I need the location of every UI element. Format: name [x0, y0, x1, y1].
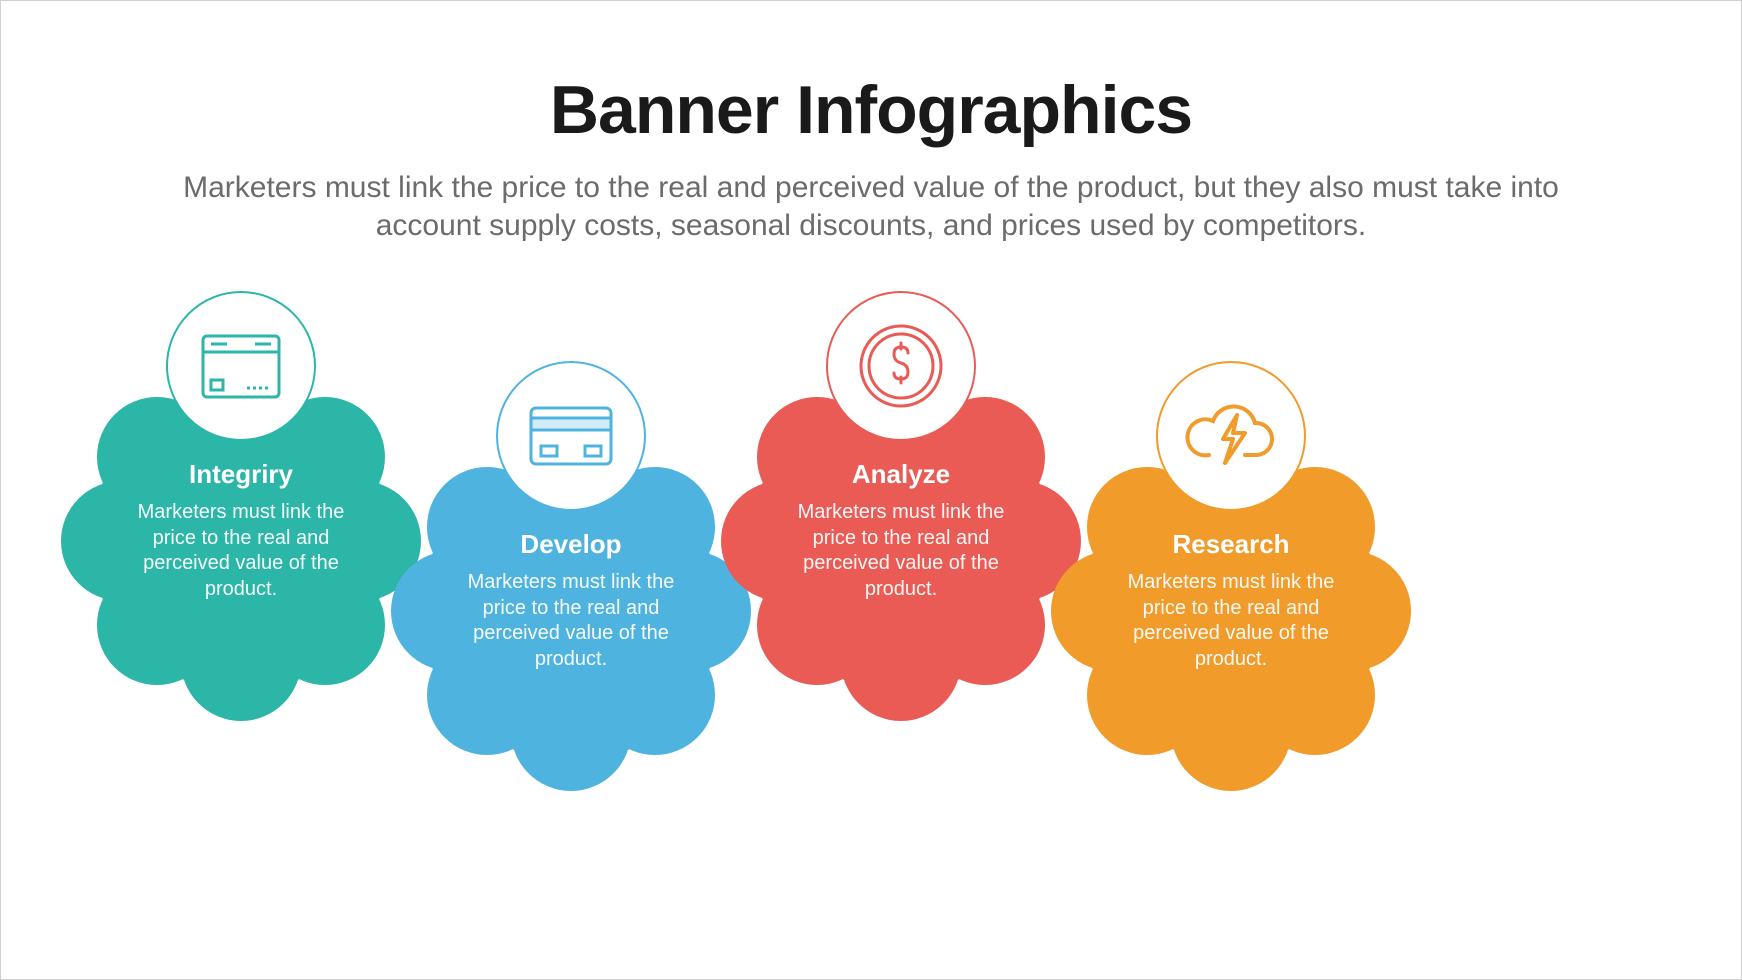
- card-title: Research: [1121, 529, 1341, 560]
- card-content: Integriry Marketers must link the price …: [131, 459, 351, 602]
- coin-dollar-icon: [858, 323, 944, 409]
- card-develop: Develop Marketers must link the price to…: [391, 431, 751, 791]
- card-title: Integriry: [131, 459, 351, 490]
- card-integrity: Integriry Marketers must link the price …: [61, 361, 421, 721]
- card-content: Analyze Marketers must link the price to…: [791, 459, 1011, 602]
- card-title: Develop: [461, 529, 681, 560]
- card-analyze: Analyze Marketers must link the price to…: [721, 361, 1081, 721]
- card-body: Marketers must link the price to the rea…: [461, 570, 681, 672]
- card-title: Analyze: [791, 459, 1011, 490]
- page-subtitle: Marketers must link the price to the rea…: [171, 169, 1571, 244]
- icon-circle: [166, 291, 316, 441]
- card-content: Develop Marketers must link the price to…: [461, 529, 681, 672]
- icon-circle: [1156, 361, 1306, 511]
- card-body: Marketers must link the price to the rea…: [131, 500, 351, 602]
- cloud-lightning-icon: [1183, 401, 1279, 471]
- page-title: Banner Infographics: [1, 71, 1741, 149]
- icon-circle: [826, 291, 976, 441]
- card-body: Marketers must link the price to the rea…: [791, 500, 1011, 602]
- card-body: Marketers must link the price to the rea…: [1121, 570, 1341, 672]
- credit-card-icon: [529, 406, 613, 466]
- icon-circle: [496, 361, 646, 511]
- card-content: Research Marketers must link the price t…: [1121, 529, 1341, 672]
- card-research: Research Marketers must link the price t…: [1051, 431, 1411, 791]
- browser-window-icon: [201, 334, 281, 399]
